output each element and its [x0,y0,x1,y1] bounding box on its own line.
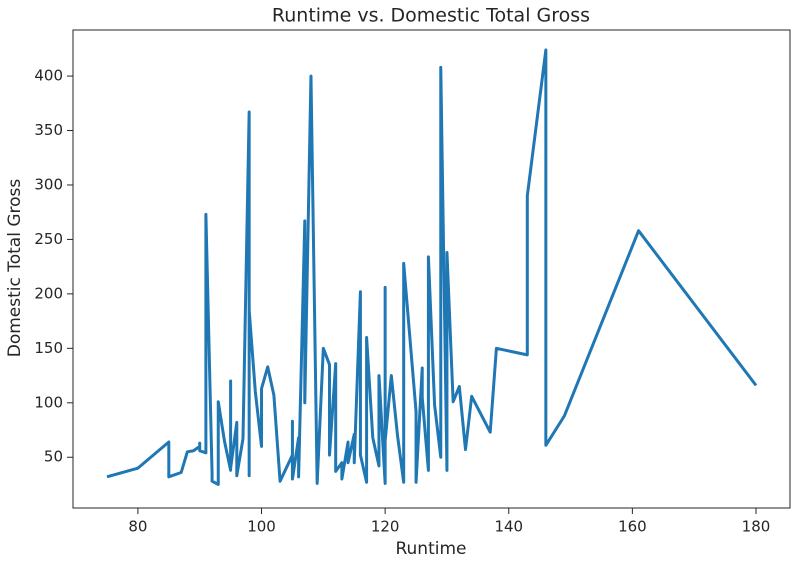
y-tick-label: 100 [34,393,63,411]
x-tick-label: 160 [618,518,647,536]
x-tick-label: 80 [128,518,147,536]
data-line [106,48,758,486]
x-tick-label: 120 [371,518,400,536]
x-tick-label: 100 [247,518,276,536]
chart-title: Runtime vs. Domestic Total Gross [272,5,590,27]
y-tick-label: 150 [34,339,63,357]
plot-frame [72,29,791,509]
y-tick-label: 300 [34,175,63,193]
y-tick-label: 200 [34,284,63,302]
y-tick-label: 250 [34,230,63,248]
y-tick-label: 400 [34,67,63,85]
y-tick-label: 50 [44,448,63,466]
x-tick-label: 140 [494,518,523,536]
y-tick-label: 350 [34,121,63,139]
x-tick-label: 180 [742,518,771,536]
x-axis-label: Runtime [395,539,466,559]
y-axis-label: Domestic Total Gross [5,179,25,358]
